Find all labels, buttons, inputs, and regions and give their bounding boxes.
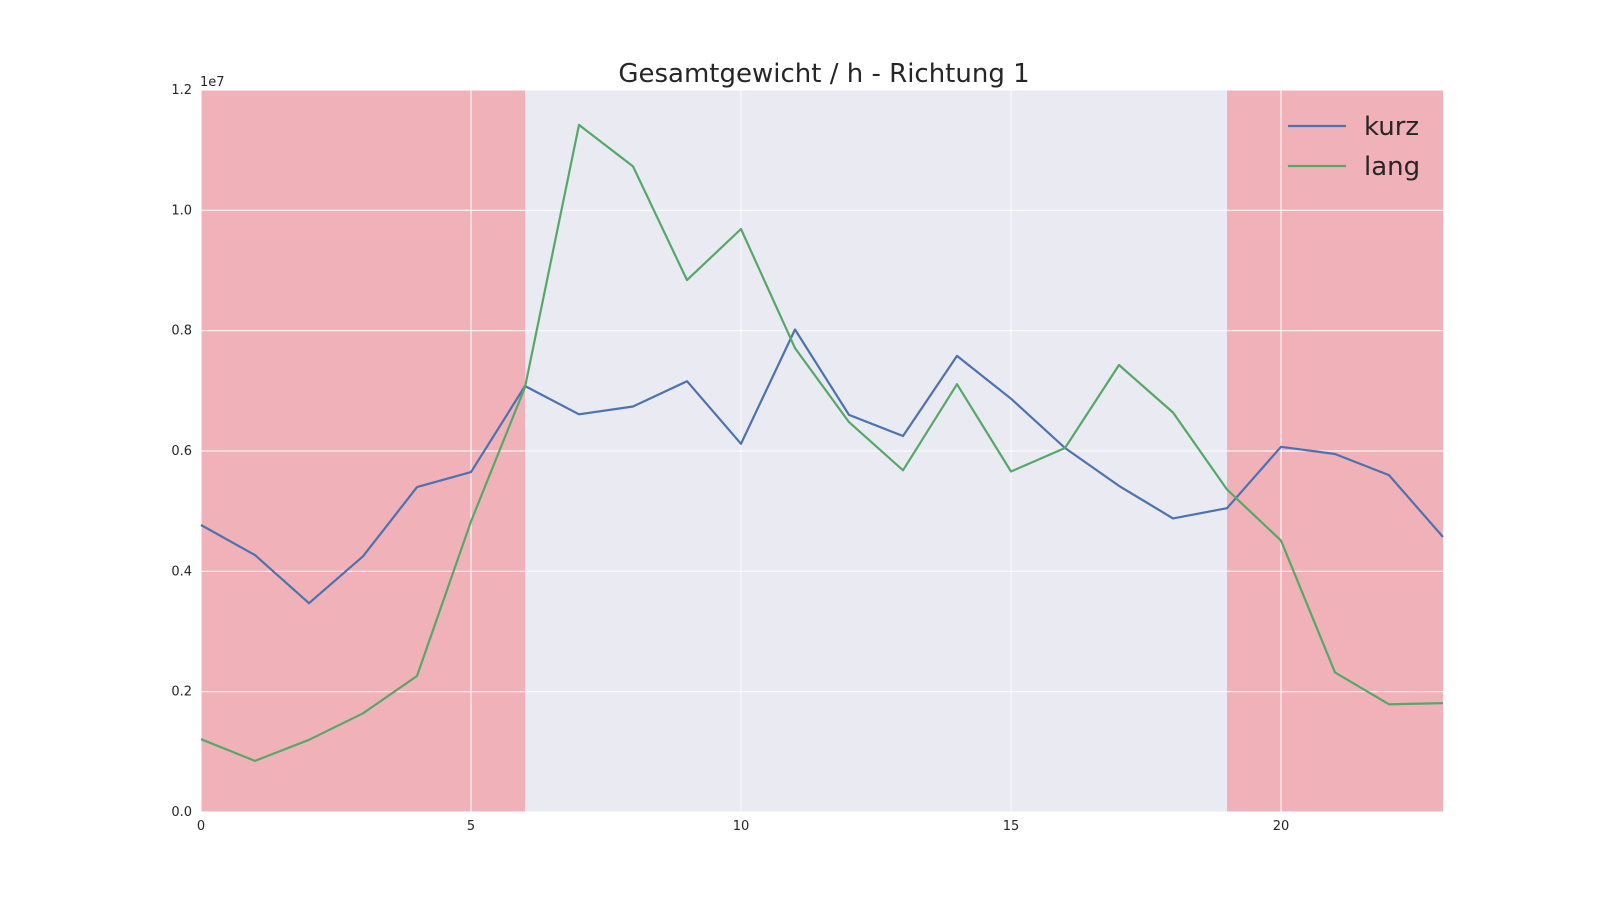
- chart-title: Gesamtgewicht / h - Richtung 1: [618, 59, 1029, 89]
- legend: kurz lang: [1288, 112, 1420, 182]
- y-axis-offset-label: 1e7: [200, 75, 225, 90]
- y-tick-label-4: 0.8: [171, 324, 192, 339]
- y-tick-label-1: 0.2: [171, 685, 192, 700]
- series-lines: [200, 123, 1444, 763]
- y-tick-label-5: 1.0: [171, 203, 192, 218]
- y-tick-label-3: 0.6: [171, 444, 192, 459]
- y-tick-label-2: 0.4: [171, 564, 192, 579]
- legend-label-kurz: kurz: [1364, 112, 1419, 142]
- x-tick-label-20: 20: [1273, 819, 1290, 834]
- x-tick-label-10: 10: [733, 819, 750, 834]
- grid: [200, 89, 1443, 813]
- x-tick-label-15: 15: [1003, 819, 1020, 834]
- legend-label-lang: lang: [1364, 152, 1420, 182]
- y-tick-label-0: 0.0: [171, 805, 192, 820]
- axis-ticks: 0 5 10 15 20 0.0 0.2 0.4 0.6 0.8 1.0 1.2: [171, 83, 1289, 834]
- y-tick-label-6: 1.2: [171, 83, 192, 98]
- x-tick-label-5: 5: [467, 819, 475, 834]
- series-line-lang: [200, 123, 1444, 763]
- x-tick-label-0: 0: [197, 819, 205, 834]
